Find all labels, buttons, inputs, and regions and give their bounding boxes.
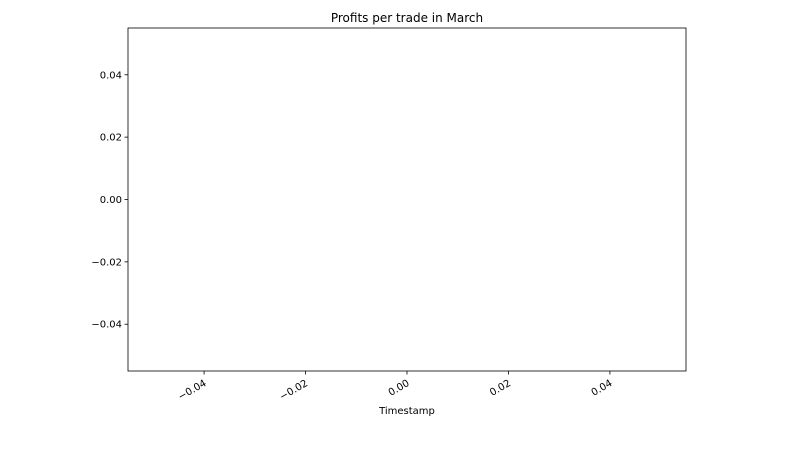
y-axis: −0.04 −0.02 0.00 0.02 0.04 — [91, 70, 128, 331]
y-tick-label: 0.00 — [100, 195, 122, 206]
x-tick-label: 0.02 — [488, 378, 513, 399]
y-tick-label: 0.04 — [100, 70, 122, 81]
x-tick-label: −0.04 — [177, 378, 209, 403]
x-axis-label: Timestamp — [378, 406, 435, 417]
x-tick-label: 0.00 — [387, 378, 412, 399]
x-tick-label: 0.04 — [590, 378, 615, 399]
chart-title: Profits per trade in March — [331, 11, 483, 25]
x-axis: −0.04 −0.02 0.00 0.02 0.04 — [177, 371, 615, 403]
plot-area — [127, 27, 687, 372]
y-tick-label: −0.02 — [91, 257, 122, 268]
x-tick-label: −0.02 — [278, 378, 310, 403]
plot-frame — [127, 27, 687, 372]
y-tick-label: −0.04 — [91, 320, 122, 331]
y-tick-label: 0.02 — [100, 133, 122, 144]
